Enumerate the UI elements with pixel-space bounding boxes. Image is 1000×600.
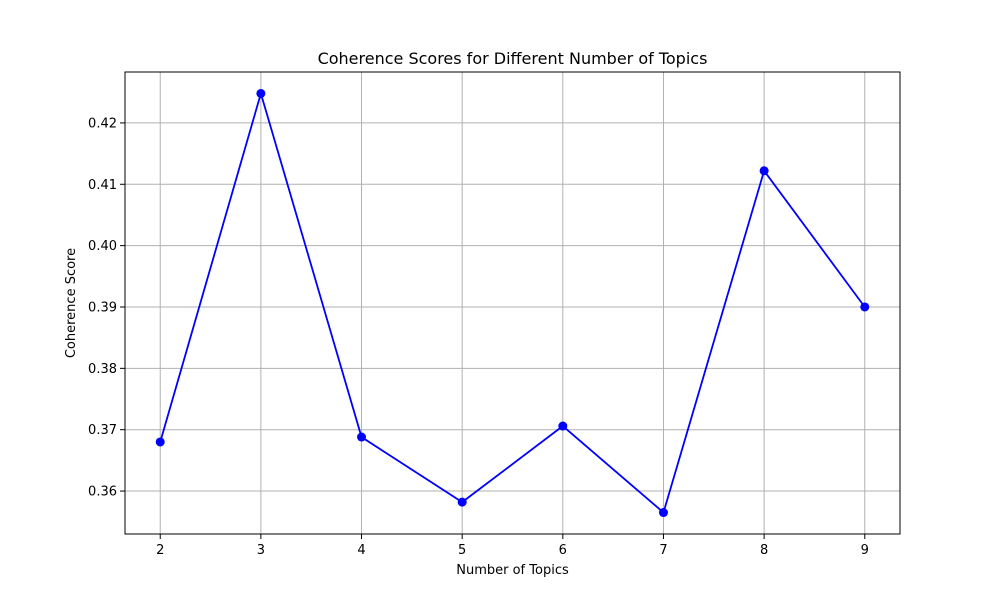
y-axis-label: Coherence Score — [64, 248, 79, 358]
x-tick-label: 8 — [760, 543, 768, 558]
x-tick-label: 6 — [559, 543, 567, 558]
data-point — [357, 432, 367, 442]
x-tick-label: 3 — [257, 543, 265, 558]
y-tick-label: 0.41 — [88, 178, 117, 193]
data-series — [155, 88, 870, 518]
series-line — [159, 92, 866, 514]
plot-frame — [124, 71, 901, 535]
data-point — [155, 437, 165, 447]
data-point — [256, 88, 266, 98]
y-tick-label: 0.36 — [88, 485, 117, 500]
axis-ticks: 2 3 4 5 6 7 8 9 0.36 0.37 0.38 0.39 0.40 0.41 0.42 — [88, 116, 869, 558]
y-tick-label: 0.42 — [88, 116, 117, 131]
y-tick-label: 0.39 — [88, 300, 117, 315]
data-point — [759, 166, 769, 176]
x-tick-label: 7 — [659, 543, 667, 558]
y-tick-label: 0.37 — [88, 423, 117, 438]
data-point — [860, 302, 870, 312]
y-tick-label: 0.40 — [88, 239, 117, 254]
data-point — [457, 497, 467, 507]
x-tick-label: 2 — [156, 543, 164, 558]
data-point — [558, 421, 568, 431]
chart-title: Coherence Scores for Different Number of… — [318, 49, 708, 68]
x-axis-label: Number of Topics — [456, 563, 569, 578]
y-tick-label: 0.38 — [88, 362, 117, 377]
data-point — [658, 508, 668, 518]
x-tick-label: 9 — [861, 543, 869, 558]
grid-lines — [125, 72, 900, 534]
x-tick-label: 4 — [357, 543, 365, 558]
x-tick-label: 5 — [458, 543, 466, 558]
